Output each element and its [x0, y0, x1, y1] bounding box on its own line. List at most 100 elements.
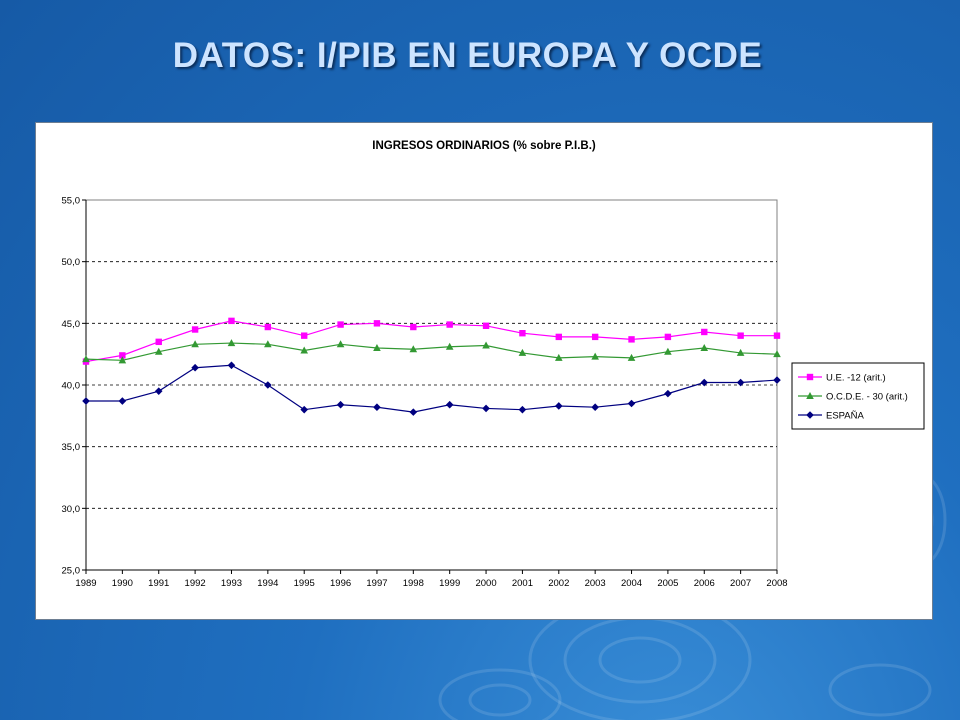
- data-point: [518, 348, 527, 356]
- y-tick-label: 50,0: [62, 257, 81, 268]
- data-point: [118, 356, 127, 364]
- axes: 25,0 30,0 35,0 40,0 45,0 50,0 55,0 1989 1990 1991…: [62, 196, 788, 590]
- x-tick-label: 1998: [403, 578, 424, 589]
- data-point: [664, 333, 672, 341]
- data-point: [773, 376, 781, 384]
- data-point: [482, 404, 490, 413]
- legend-label: O.C.D.E. - 30 (arit.): [826, 392, 908, 403]
- data-point: [410, 323, 417, 331]
- data-point: [227, 361, 236, 370]
- x-tick-label: 2007: [730, 578, 751, 589]
- series-u-e-12-arit: [82, 317, 781, 365]
- x-tick-label: 2004: [621, 578, 642, 589]
- data-point: [591, 403, 599, 411]
- data-point: [554, 402, 563, 410]
- data-point: [300, 405, 309, 414]
- data-point: [627, 353, 636, 361]
- legend: U.E. -12 (arit.) O.C.D.E. - 30 (arit.) ESP…: [791, 362, 925, 430]
- x-tick-label: 2008: [766, 578, 787, 589]
- x-tick-label: 1996: [330, 578, 351, 589]
- data-point: [264, 323, 272, 331]
- data-point: [82, 355, 90, 363]
- y-tick-label: 40,0: [62, 381, 81, 392]
- data-point: [591, 352, 599, 360]
- x-tick-label: 2002: [548, 578, 569, 589]
- data-point: [82, 397, 90, 405]
- data-point: [664, 347, 672, 355]
- data-point: [191, 340, 199, 348]
- legend-swatch-marker: [806, 392, 814, 399]
- y-tick-label: 25,0: [62, 566, 81, 577]
- data-point: [555, 333, 562, 341]
- data-point: [700, 344, 709, 351]
- data-point: [482, 322, 490, 329]
- x-tick-label: 2000: [475, 578, 496, 589]
- x-tick-label: 1992: [185, 578, 206, 589]
- data-point: [191, 363, 199, 372]
- data-point: [119, 352, 126, 359]
- data-point: [118, 397, 127, 405]
- data-point: [336, 340, 345, 348]
- series-line: [85, 320, 777, 363]
- x-tick-label: 1991: [148, 578, 169, 589]
- series-o-c-d-e-30-arit: [82, 339, 781, 364]
- data-point: [736, 378, 745, 387]
- legend-label: U.E. -12 (arit.): [826, 373, 886, 384]
- data-point: [701, 328, 708, 336]
- data-point: [736, 348, 745, 356]
- data-point: [336, 400, 345, 409]
- data-point: [445, 342, 454, 350]
- series-espana: [82, 361, 781, 416]
- data-point: [373, 320, 381, 327]
- slide-title: DATOS: I/PIB EN EUROPA Y OCDE: [172, 36, 763, 75]
- data-point: [191, 326, 199, 333]
- data-point: [446, 321, 453, 328]
- data-point: [591, 333, 599, 341]
- data-point: [518, 405, 527, 414]
- data-point: [773, 332, 781, 339]
- data-point: [373, 344, 381, 351]
- series-line: [86, 364, 778, 413]
- legend-swatch-marker: [806, 411, 814, 419]
- data-point: [554, 353, 563, 361]
- chart-title: INGRESOS ORDINARIOS (% sobre P.I.B.): [372, 140, 596, 152]
- x-tick-label: 1999: [439, 578, 460, 589]
- x-tick-label: 1989: [75, 578, 96, 589]
- data-point: [373, 403, 381, 411]
- x-tick-label: 2003: [585, 578, 606, 589]
- legend-item: ESPAÑA: [798, 411, 865, 422]
- y-tick-label: 35,0: [62, 442, 81, 453]
- data-point: [154, 347, 163, 355]
- legend-item: U.E. -12 (arit.): [798, 373, 886, 384]
- data-point: [155, 338, 162, 346]
- data-point: [773, 350, 781, 358]
- x-tick-label: 2001: [512, 578, 533, 589]
- legend-label: ESPAÑA: [826, 411, 865, 422]
- y-tick-label: 45,0: [62, 319, 81, 330]
- x-tick-label: 2006: [694, 578, 715, 589]
- data-point: [300, 346, 309, 354]
- x-tick-label: 1994: [257, 578, 278, 589]
- data-point: [628, 336, 635, 343]
- data-point: [700, 378, 709, 387]
- legend-swatch-marker: [806, 373, 814, 381]
- data-point: [737, 332, 744, 339]
- x-tick-label: 1990: [112, 578, 133, 589]
- data-point: [264, 340, 272, 348]
- series-line: [85, 342, 778, 361]
- data-point: [301, 332, 308, 339]
- data-point: [445, 400, 454, 409]
- data-point: [264, 381, 272, 389]
- x-tick-label: 1993: [221, 578, 242, 589]
- data-point: [409, 408, 418, 416]
- y-tick-label: 55,0: [62, 196, 81, 207]
- data-point: [519, 330, 526, 337]
- data-point: [228, 317, 235, 325]
- data-point: [409, 345, 418, 353]
- data-point: [482, 341, 490, 349]
- x-tick-label: 2005: [657, 578, 678, 589]
- gridlines: [86, 261, 777, 509]
- line-chart: INGRESOS ORDINARIOS (% sobre P.I.B.) 25,…: [62, 140, 925, 590]
- data-point: [664, 389, 672, 398]
- data-point: [337, 321, 344, 328]
